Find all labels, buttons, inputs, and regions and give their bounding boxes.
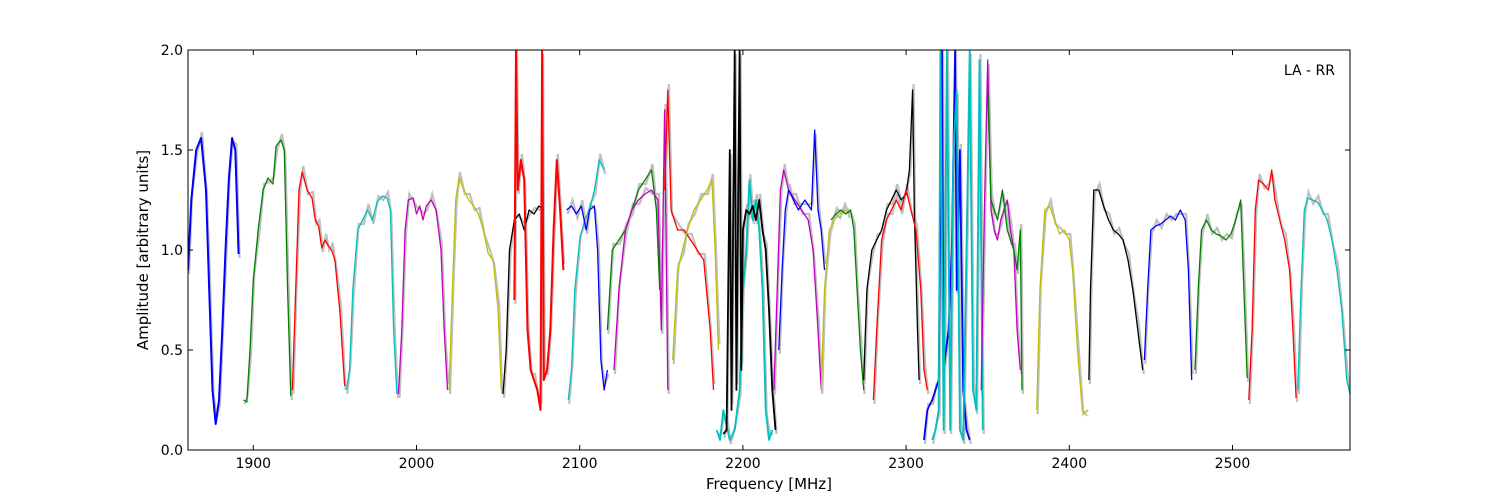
series-line-14: [715, 179, 774, 441]
series-line-25: [987, 89, 1023, 391]
x-axis-label: Frequency [MHz]: [706, 475, 832, 493]
series-line-19: [830, 209, 865, 391]
series-line-28: [1143, 209, 1193, 381]
background-trace-28: [1144, 211, 1194, 375]
series-line-31: [1297, 197, 1350, 395]
series-line-5: [448, 177, 502, 391]
y-tick-label-0: 0.0: [161, 443, 183, 459]
background-trace-10: [607, 163, 662, 335]
series-line-20: [863, 89, 920, 381]
background-trace-31: [1297, 187, 1350, 399]
series-line-1: [243, 139, 292, 403]
series-line-12: [663, 89, 715, 391]
chart-annotation: LA - RR: [1284, 63, 1335, 79]
background-trace-3: [346, 188, 399, 399]
background-trace-25: [987, 93, 1024, 395]
series-line-26: [1036, 205, 1088, 417]
series-line-10: [606, 169, 661, 331]
series-line-9: [566, 205, 609, 391]
x-tick-label-3: 2200: [725, 456, 761, 472]
plot-area: [188, 50, 1350, 445]
x-tick-label-4: 2300: [888, 456, 924, 472]
series-line-2: [291, 171, 346, 391]
x-tick-label-1: 2000: [399, 456, 435, 472]
x-tick-label-2: 2100: [562, 456, 598, 472]
series-line-6: [502, 205, 545, 395]
y-tick-label-2: 1.0: [161, 243, 183, 259]
background-trace-11: [613, 103, 670, 395]
background-trace-20: [863, 83, 922, 385]
x-tick-label-6: 2500: [1215, 456, 1251, 472]
y-tick-label-4: 2.0: [161, 43, 183, 59]
background-trace-27: [1088, 180, 1145, 385]
background-trace-2: [292, 165, 347, 395]
y-tick-label-1: 0.5: [161, 343, 183, 359]
series-line-17: [778, 129, 826, 351]
series-line-13: [672, 179, 720, 361]
background-trace-18: [821, 200, 851, 395]
series-line-7: [513, 50, 565, 411]
background-trace-21: [873, 183, 930, 405]
background-trace-0: [188, 131, 241, 419]
background-trace-19: [830, 205, 866, 395]
background-trace-12: [664, 83, 716, 385]
series-line-29: [1194, 199, 1248, 379]
series-line-18: [820, 209, 850, 391]
y-axis-label: Amplitude [arbitrary units]: [134, 150, 152, 350]
y-tick-label-3: 1.5: [161, 143, 183, 159]
background-trace-5: [449, 171, 504, 395]
series-line-27: [1088, 189, 1144, 381]
background-trace-16: [773, 163, 824, 395]
series-line-4: [397, 197, 449, 395]
series-line-30: [1248, 169, 1297, 401]
series-line-3: [345, 195, 398, 395]
series-line-15: [722, 50, 777, 435]
series-line-16: [773, 169, 822, 391]
series-line-21: [872, 189, 928, 401]
series-line-0: [188, 137, 240, 425]
background-trace-4: [398, 189, 450, 399]
axes: 1900 2000 2100 2200 2300 2400 2500 0.0 0.5 1.0 1.5…: [161, 43, 1351, 472]
plot-frame: [187, 49, 1351, 451]
series-line-23: [931, 50, 984, 441]
x-tick-label-0: 1900: [235, 456, 271, 472]
series-line-11: [613, 109, 669, 391]
x-tick-label-5: 2400: [1051, 456, 1087, 472]
background-trace-29: [1194, 203, 1250, 383]
background-trace-1: [243, 133, 293, 405]
